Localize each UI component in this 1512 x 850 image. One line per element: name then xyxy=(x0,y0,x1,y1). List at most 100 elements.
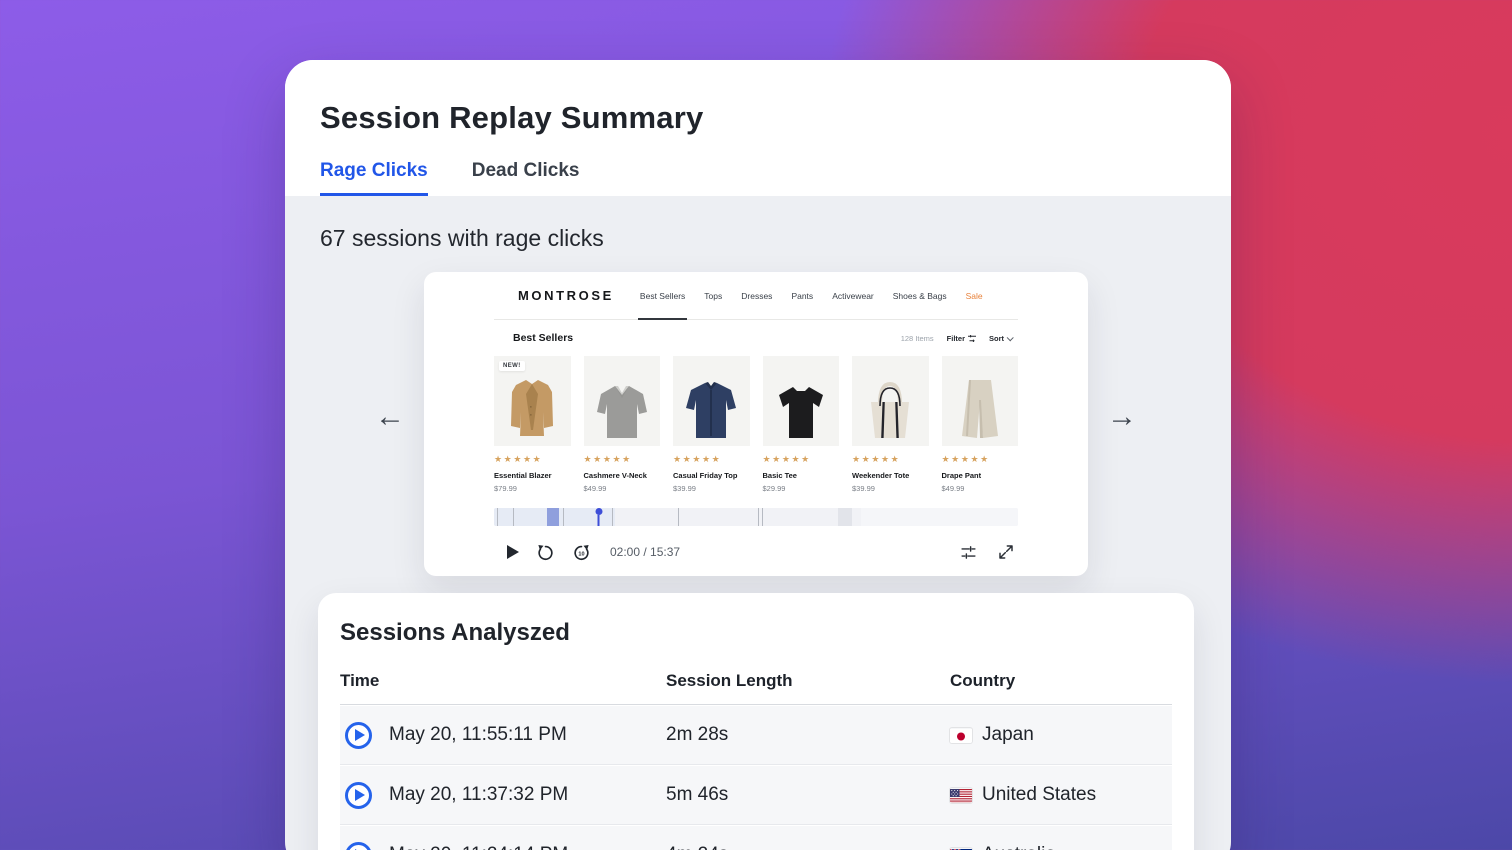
united-states-flag-icon xyxy=(950,788,972,803)
session-time: May 20, 11:37:32 PM xyxy=(389,784,569,805)
session-length: 4m 24s xyxy=(666,844,950,850)
table-title: Sessions Analyszed xyxy=(340,619,570,646)
store-nav-tops: Tops xyxy=(704,291,723,301)
japan-flag-icon xyxy=(950,728,972,743)
fullscreen-expand-icon[interactable] xyxy=(998,544,1014,560)
product-card-basic-tee: ★★★★★ Basic Tee $29.99 xyxy=(762,356,839,493)
product-card-casual-friday-top: ★★★★★ Casual Friday Top $39.99 xyxy=(673,356,750,493)
product-name: Cashmere V-Neck xyxy=(583,471,647,480)
star-rating: ★★★★★ xyxy=(762,454,811,464)
product-price: $29.99 xyxy=(762,484,786,493)
table-row[interactable]: May 20, 11:55:11 PM 2m 28s Japan xyxy=(340,706,1172,765)
panel-body: 67 sessions with rage clicks ← → MONTROS… xyxy=(285,196,1231,850)
session-replay-player: MONTROSE Best Sellers Tops Dresses Pants… xyxy=(424,272,1088,576)
chevron-down-icon xyxy=(1006,333,1014,341)
session-length: 5m 46s xyxy=(666,784,729,805)
store-nav-pants: Pants xyxy=(791,291,814,301)
playback-time: 02:00 / 15:37 xyxy=(610,545,681,559)
sort-control: Sort xyxy=(989,333,1014,343)
product-name: Essential Blazer xyxy=(494,471,552,480)
product-grid: NEW! ★★★★★ Essential Blazer $79.99 ★★★★★… xyxy=(494,356,1018,493)
tab-dead-clicks[interactable]: Dead Clicks xyxy=(471,160,580,181)
play-session-button[interactable] xyxy=(345,841,372,850)
product-card-weekender-tote: ★★★★★ Weekender Tote $39.99 xyxy=(852,356,929,493)
product-card-essential-blazer: NEW! ★★★★★ Essential Blazer $79.99 xyxy=(494,356,571,493)
pants-illustration xyxy=(961,380,998,438)
rage-click-segment xyxy=(547,508,560,526)
sessions-analyzed-card: Sessions Analyszed Time Session Length C… xyxy=(318,593,1194,850)
tab-bar: Rage Clicks Dead Clicks xyxy=(320,160,1196,196)
settings-tune-icon[interactable] xyxy=(960,544,977,561)
product-image-blazer xyxy=(494,356,571,446)
session-replay-panel: Session Replay Summary Rage Clicks Dead … xyxy=(285,60,1231,850)
star-rating: ★★★★★ xyxy=(494,454,543,464)
store-toolbar: Best Sellers 128 Items Filter Sort xyxy=(494,320,1018,356)
items-count: 128 Items xyxy=(900,333,934,343)
filter-icon xyxy=(968,334,976,342)
tab-rage-clicks[interactable]: Rage Clicks xyxy=(320,160,428,196)
star-rating: ★★★★★ xyxy=(673,454,722,464)
table-row[interactable]: May 20, 11:24:14 PM 4m 24s Australia xyxy=(340,826,1172,850)
session-time: May 20, 11:24:14 PM xyxy=(389,844,568,850)
tee-illustration xyxy=(778,387,823,438)
store-nav-best-sellers: Best Sellers xyxy=(637,272,688,320)
blazer-illustration xyxy=(511,380,554,436)
play-icon[interactable] xyxy=(506,545,519,559)
star-rating: ★★★★★ xyxy=(941,454,990,464)
tote-illustration xyxy=(871,381,910,438)
product-name: Drape Pant xyxy=(941,471,982,480)
store-nav: Best Sellers Tops Dresses Pants Activewe… xyxy=(637,272,983,320)
product-price: $39.99 xyxy=(673,484,696,493)
replay-timeline-scrubber[interactable] xyxy=(494,508,1018,526)
column-country: Country xyxy=(950,671,1016,690)
product-image-sweater xyxy=(583,356,660,446)
store-nav-dresses: Dresses xyxy=(741,291,773,301)
play-session-button[interactable] xyxy=(345,721,372,749)
sweater-illustration xyxy=(596,386,647,438)
product-price: $39.99 xyxy=(852,484,875,493)
product-price: $49.99 xyxy=(583,484,607,493)
replay-store-header: MONTROSE Best Sellers Tops Dresses Pants… xyxy=(494,272,1018,320)
country-name: United States xyxy=(982,784,1097,805)
playhead-marker[interactable] xyxy=(595,508,603,526)
table-row[interactable]: May 20, 11:37:32 PM 5m 46s United States xyxy=(340,766,1172,825)
previous-session-arrow-icon[interactable]: ← xyxy=(375,400,405,433)
product-price: $79.99 xyxy=(494,484,517,493)
next-session-arrow-icon[interactable]: → xyxy=(1107,400,1137,433)
store-section-title: Best Sellers xyxy=(513,332,574,344)
sessions-count-headline: 67 sessions with rage clicks xyxy=(320,225,604,251)
session-time: May 20, 11:55:11 PM xyxy=(389,724,567,745)
star-rating: ★★★★★ xyxy=(852,454,901,464)
play-session-button[interactable] xyxy=(345,781,372,809)
filter-control: Filter xyxy=(947,334,976,343)
product-image-tee xyxy=(762,356,839,446)
rewind-icon[interactable] xyxy=(536,543,555,562)
page-title: Session Replay Summary xyxy=(320,100,704,135)
table-header: Time Session Length Country xyxy=(340,671,1172,705)
product-name: Casual Friday Top xyxy=(673,471,738,480)
store-nav-sale: Sale xyxy=(965,291,983,301)
forward-10-icon[interactable]: 10 xyxy=(572,543,591,562)
country-name: Australia xyxy=(982,844,1056,850)
product-price: $49.99 xyxy=(941,484,965,493)
product-card-cashmere-vneck: ★★★★★ Cashmere V-Neck $49.99 xyxy=(583,356,660,493)
product-name: Basic Tee xyxy=(762,471,797,480)
product-card-drape-pant: ★★★★★ Drape Pant $49.99 xyxy=(941,356,1018,493)
product-image-tote xyxy=(852,356,929,446)
product-image-shirt xyxy=(673,356,750,446)
store-nav-activewear: Activewear xyxy=(832,291,874,301)
shirt-illustration xyxy=(686,382,737,438)
product-name: Weekender Tote xyxy=(852,471,910,480)
column-time: Time xyxy=(340,671,380,690)
session-length: 2m 28s xyxy=(666,724,729,745)
store-nav-shoes-bags: Shoes & Bags xyxy=(892,291,947,301)
star-rating: ★★★★★ xyxy=(583,454,632,464)
player-controls: 10 02:00 / 15:37 xyxy=(494,535,1018,569)
store-logo: MONTROSE xyxy=(518,288,614,303)
new-badge: NEW! xyxy=(499,361,525,371)
panel-header: Session Replay Summary Rage Clicks Dead … xyxy=(285,60,1231,196)
product-image-pants xyxy=(941,356,1018,446)
column-session-length: Session Length xyxy=(666,671,793,690)
country-name: Japan xyxy=(982,724,1034,745)
svg-text:10: 10 xyxy=(578,551,584,557)
